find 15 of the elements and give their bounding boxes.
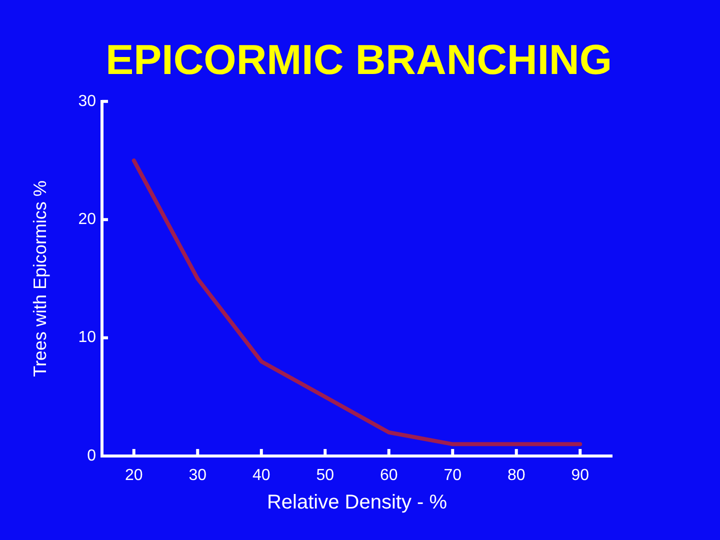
y-tick-label: 0 bbox=[87, 447, 96, 464]
x-tick-label: 60 bbox=[380, 467, 398, 484]
x-axis-title: Relative Density - % bbox=[266, 492, 448, 514]
x-tick-label: 50 bbox=[316, 467, 334, 484]
y-tick-label: 10 bbox=[78, 329, 96, 346]
x-tick-label: 20 bbox=[124, 467, 143, 484]
x-tick-label: 30 bbox=[188, 467, 207, 484]
y-tick-label: 30 bbox=[78, 92, 96, 110]
y-axis-title: Trees with Epicormics % bbox=[30, 180, 50, 377]
x-tick-label: 70 bbox=[444, 467, 462, 484]
x-tick-label: 40 bbox=[252, 467, 270, 484]
chart-title: EPICORMIC BRANCHING bbox=[106, 36, 612, 83]
y-tick-label: 20 bbox=[78, 211, 96, 228]
x-tick-label: 90 bbox=[571, 467, 590, 484]
x-tick-label: 80 bbox=[507, 467, 526, 484]
